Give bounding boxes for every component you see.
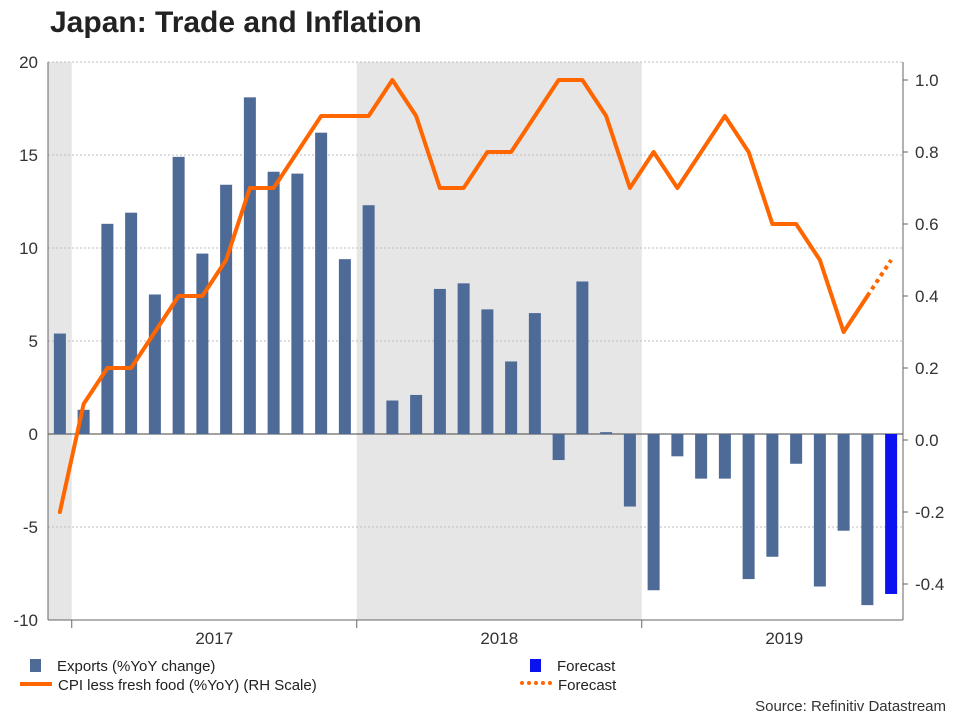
left-tick-label: 0 — [29, 425, 38, 444]
left-tick-label: 20 — [19, 53, 38, 72]
left-tick-label: -10 — [13, 611, 38, 630]
legend-cpi-swatch — [20, 682, 52, 686]
legend-exports: Exports (%YoY change) — [30, 658, 215, 675]
export-bar — [837, 434, 850, 531]
left-tick-label: 5 — [29, 332, 38, 351]
legend-forecast-line: Forecast — [520, 677, 616, 694]
export-bar — [742, 434, 755, 580]
legend-forecast-bar: Forecast — [530, 658, 615, 675]
export-bar — [790, 434, 803, 464]
export-bar — [315, 132, 328, 434]
export-bar — [576, 281, 589, 434]
legend-forecast-line-swatch — [520, 681, 552, 685]
right-tick-label: 0.6 — [915, 215, 939, 234]
right-tick-label: 0.2 — [915, 359, 939, 378]
export-bar — [410, 394, 423, 434]
right-tick-label: 0.4 — [915, 287, 939, 306]
legend-cpi-label: CPI less fresh food (%YoY) (RH Scale) — [58, 677, 317, 694]
chart-title: Japan: Trade and Inflation — [50, 6, 422, 39]
year-shade — [356, 62, 642, 620]
export-bar — [386, 400, 399, 434]
export-bar — [600, 432, 613, 434]
forecast-line — [865, 258, 893, 298]
export-bar — [457, 283, 470, 434]
left-tick-label: 15 — [19, 146, 38, 165]
export-bar — [53, 333, 66, 434]
left-tick-label: -5 — [23, 518, 38, 537]
export-bar — [101, 223, 114, 434]
export-bar — [505, 361, 518, 434]
legend-exports-swatch — [30, 659, 41, 672]
right-tick-label: 0.8 — [915, 143, 939, 162]
export-bar — [766, 434, 779, 557]
export-bar — [861, 434, 874, 606]
export-bar — [125, 212, 138, 434]
legend-forecast-bar-swatch — [530, 659, 541, 672]
export-bar — [196, 253, 209, 434]
x-tick-label: 2017 — [195, 629, 233, 648]
export-bar — [267, 171, 280, 435]
axes: 20 15 10 5 0 -5 -10 1.0 0.8 0.6 0.4 0.2 0.0 -0.2 -0.4 2… — [13, 53, 944, 648]
legend-forecast-bar-label: Forecast — [557, 658, 616, 675]
x-tick-label: 2019 — [765, 629, 803, 648]
export-bar — [671, 434, 684, 457]
export-bar — [481, 309, 494, 434]
right-tick-label: 1.0 — [915, 71, 939, 90]
export-bar — [362, 205, 375, 434]
export-bar — [552, 434, 565, 461]
export-bar — [433, 288, 446, 434]
cpi-lines — [57, 78, 893, 514]
export-bar — [647, 434, 660, 591]
forecast-bar — [885, 434, 898, 594]
export-bar — [338, 259, 351, 434]
legend-exports-label: Exports (%YoY change) — [57, 658, 216, 675]
export-bars — [53, 97, 898, 606]
export-bar — [528, 313, 541, 434]
export-bar — [718, 434, 731, 479]
export-bar — [243, 97, 256, 434]
cpi-line — [57, 78, 870, 514]
source-note: Source: Refinitiv Datastream — [755, 698, 946, 715]
export-bar — [623, 434, 636, 507]
right-tick-label: -0.4 — [915, 575, 944, 594]
legend-forecast-line-label: Forecast — [558, 677, 617, 694]
right-tick-label: -0.2 — [915, 503, 944, 522]
x-tick-label: 2018 — [480, 629, 518, 648]
legend-cpi: CPI less fresh food (%YoY) (RH Scale) — [20, 677, 317, 694]
export-bar — [695, 434, 708, 479]
export-bar — [220, 184, 233, 434]
export-bar — [291, 173, 304, 434]
export-bar — [148, 294, 161, 434]
left-tick-label: 10 — [19, 239, 38, 258]
right-tick-label: 0.0 — [915, 431, 939, 450]
export-bar — [813, 434, 826, 587]
